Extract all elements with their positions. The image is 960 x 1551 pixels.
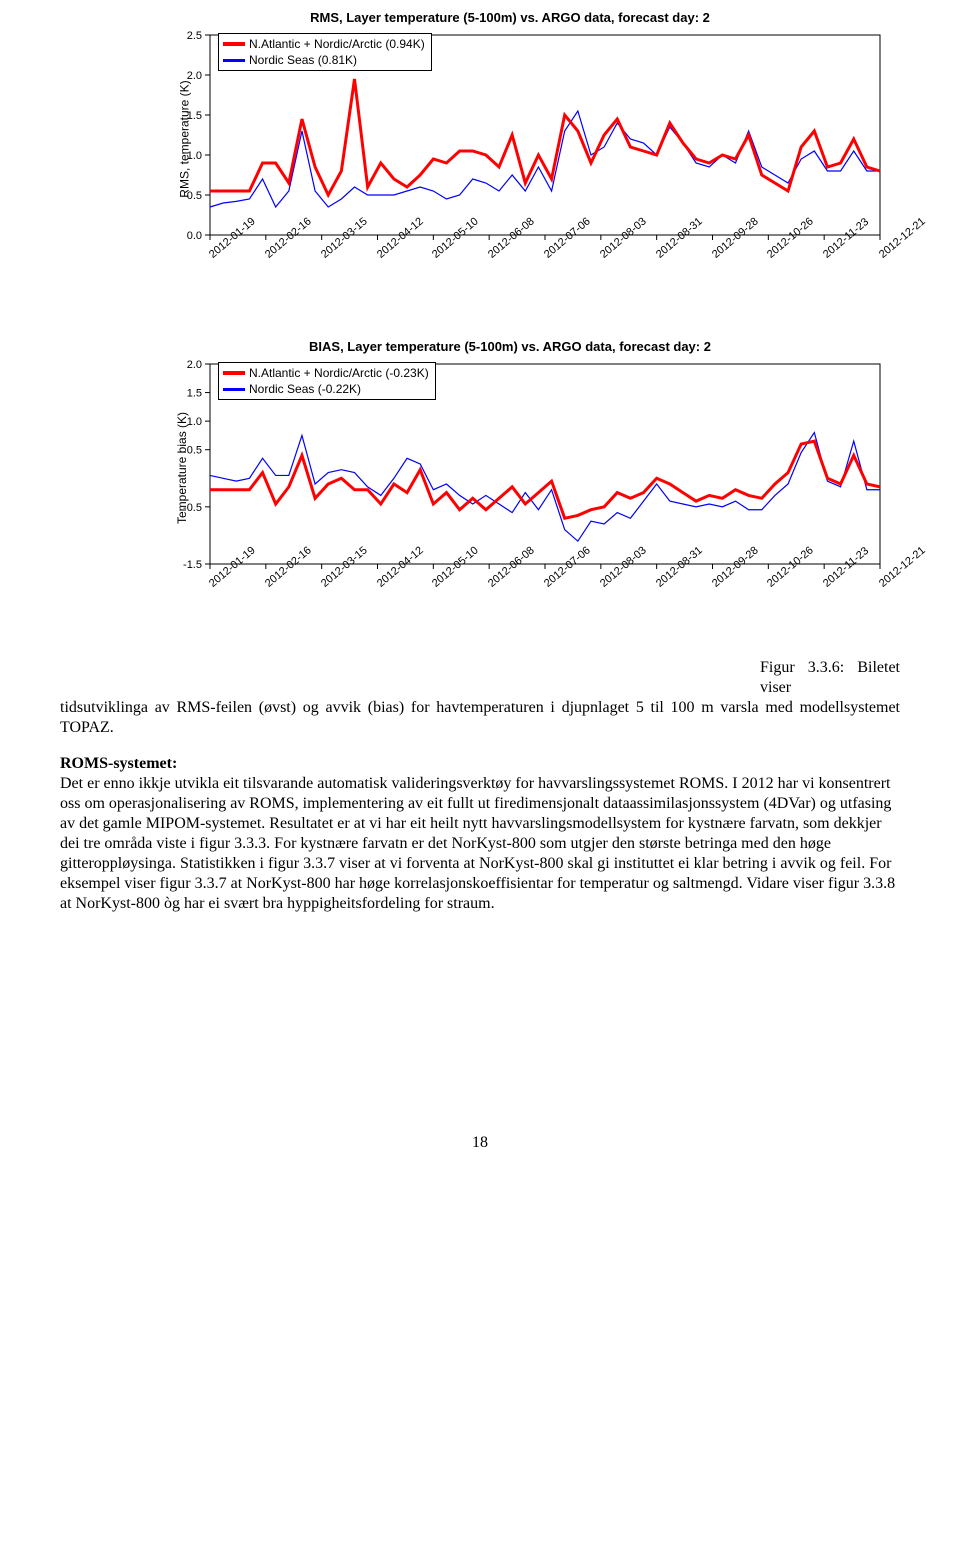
x-tick-label: 2012-04-12 (374, 578, 385, 590)
chart2-title: BIAS, Layer temperature (5-100m) vs. ARG… (120, 339, 900, 354)
x-tick-label: 2012-03-15 (319, 578, 330, 590)
x-tick-label: 2012-11-23 (821, 578, 832, 590)
chart1-xlabels: 2012-01-19 2012-02-16 2012-03-15 2012-04-12… (170, 249, 890, 319)
x-tick-label: 2012-09-28 (709, 249, 720, 261)
x-tick-label: 2012-10-26 (765, 249, 776, 261)
chart2-legend: N.Atlantic + Nordic/Arctic (-0.23K) Nord… (218, 362, 436, 400)
x-tick-label: 2012-09-28 (709, 578, 720, 590)
x-tick-label: 2012-04-12 (374, 249, 385, 261)
body-paragraph: ROMS-systemet: Det er enno ikkje utvikla… (60, 754, 900, 914)
svg-text:0.0: 0.0 (187, 230, 202, 242)
svg-text:1.5: 1.5 (187, 388, 202, 400)
figure-caption: Figur 3.3.6: Biletet viser tidsutvikling… (60, 658, 900, 738)
x-tick-label: 2012-01-19 (207, 249, 218, 261)
x-tick-label: 2012-02-16 (263, 578, 274, 590)
chart1-title: RMS, Layer temperature (5-100m) vs. ARGO… (120, 10, 900, 25)
chart2-ylabel: Temperature bias (K) (175, 412, 189, 524)
x-tick-label: 2012-03-15 (319, 249, 330, 261)
x-tick-label: 2012-12-21 (877, 249, 888, 261)
page-number: 18 (60, 1134, 900, 1152)
x-tick-label: 2012-08-03 (598, 578, 609, 590)
caption-text: tidsutviklinga av RMS-feilen (øvst) og a… (60, 698, 900, 738)
x-tick-label: 2012-01-19 (207, 578, 218, 590)
x-tick-label: 2012-10-26 (765, 578, 776, 590)
legend-label-series2: Nordic Seas (0.81K) (249, 52, 357, 68)
chart1-ylabel: RMS, temperature (K) (178, 80, 192, 197)
legend-swatch-series1 (223, 42, 245, 46)
legend-label-series1: N.Atlantic + Nordic/Arctic (-0.23K) (249, 365, 429, 381)
chart1-legend: N.Atlantic + Nordic/Arctic (0.94K) Nordi… (218, 33, 432, 71)
x-tick-label: 2012-02-16 (263, 249, 274, 261)
x-tick-label: 2012-08-03 (598, 249, 609, 261)
x-tick-label: 2012-05-10 (430, 578, 441, 590)
x-tick-label: 2012-12-21 (877, 578, 888, 590)
svg-text:-1.5: -1.5 (183, 559, 202, 571)
chart2-xlabels: 2012-01-19 2012-02-16 2012-03-15 2012-04-12… (170, 578, 890, 648)
x-tick-label: 2012-07-06 (542, 578, 553, 590)
x-tick-label: 2012-08-31 (654, 249, 665, 261)
x-tick-label: 2012-07-06 (542, 249, 553, 261)
x-tick-label: 2012-11-23 (821, 249, 832, 261)
legend-swatch-series2 (223, 388, 245, 391)
section-text: Det er enno ikkje utvikla eit tilsvarand… (60, 775, 895, 912)
section-heading: ROMS-systemet: (60, 754, 900, 774)
x-tick-label: 2012-05-10 (430, 249, 441, 261)
legend-label-series1: N.Atlantic + Nordic/Arctic (0.94K) (249, 36, 425, 52)
chart-bias: BIAS, Layer temperature (5-100m) vs. ARG… (120, 329, 900, 648)
svg-text:2.5: 2.5 (187, 30, 202, 42)
svg-text:2.0: 2.0 (187, 359, 202, 371)
legend-swatch-series2 (223, 59, 245, 62)
figure-label: Figur 3.3.6 (760, 659, 840, 676)
x-tick-label: 2012-08-31 (654, 578, 665, 590)
x-tick-label: 2012-06-08 (486, 249, 497, 261)
chart-rms: RMS, Layer temperature (5-100m) vs. ARGO… (120, 0, 900, 319)
legend-swatch-series1 (223, 371, 245, 375)
x-tick-label: 2012-06-08 (486, 578, 497, 590)
legend-label-series2: Nordic Seas (-0.22K) (249, 381, 361, 397)
